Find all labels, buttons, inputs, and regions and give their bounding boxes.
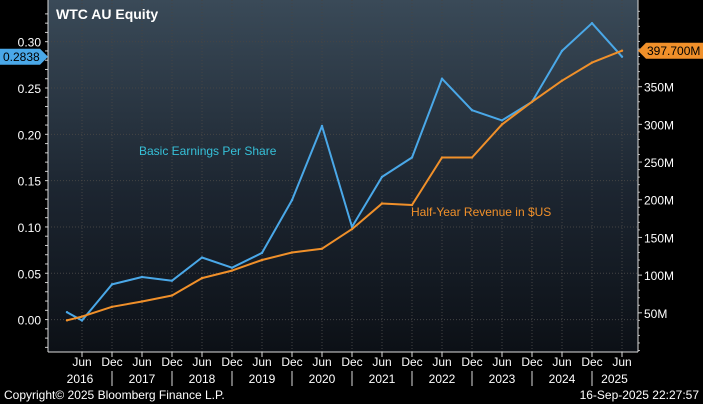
eps-last-value-badge [0, 48, 48, 65]
x-axis-tick-label: Dec [581, 355, 602, 369]
left-axis-tick-label: 0.05 [18, 267, 42, 281]
eps-data-point [110, 283, 114, 286]
x-axis-tick-label: Dec [461, 355, 482, 369]
eps-data-point [290, 198, 294, 202]
eps-last-value-label: 0.2838 [3, 50, 40, 64]
left-axis-tick-label: 0.15 [18, 175, 42, 189]
left-axis-tick-label: 0.25 [18, 82, 42, 96]
revenue-last-value-label: 397.700M [647, 44, 700, 58]
eps-data-point [500, 119, 504, 122]
revenue-data-point [200, 276, 204, 280]
revenue-data-point [230, 269, 234, 272]
x-axis-tick-label: Jun [312, 355, 331, 369]
chart: 0.30 0.25 0.20 0.15 0.10 0.05 0.00 350M 300M 250M… [0, 0, 703, 386]
eps-series-annotation: Basic Earnings Per Share [139, 144, 277, 158]
eps-data-point [200, 256, 204, 259]
revenue-data-point [530, 100, 534, 103]
left-axis-tick-label: 0.30 [18, 36, 42, 50]
x-axis-tick-label: Dec [341, 355, 362, 369]
eps-data-point [320, 124, 324, 128]
timestamp-text: 16-Sep-2025 22:27:57 [579, 388, 699, 402]
left-axis-tick-label: 0.00 [18, 314, 42, 328]
x-axis-tick-label: Jun [192, 355, 211, 369]
revenue-series-line [66, 49, 623, 322]
right-axis-tick-label: 200M [644, 194, 674, 208]
revenue-data-point [590, 61, 594, 64]
grid-lines [48, 0, 638, 352]
eps-data-point [65, 310, 69, 314]
x-axis-year-label: 2021 [369, 372, 396, 386]
revenue-data-point [470, 156, 474, 159]
x-axis-tick-label: Jun [552, 355, 571, 369]
x-axis-year-label: 2018 [189, 372, 216, 386]
eps-data-point [410, 156, 414, 159]
revenue-data-point [620, 49, 624, 52]
revenue-data-point [65, 319, 69, 322]
left-axis-tick-label: 0.10 [18, 221, 42, 235]
eps-data-point [590, 21, 594, 25]
right-axis-tick-label: 350M [644, 81, 674, 95]
x-axis-year-label: 2023 [489, 372, 516, 386]
eps-data-point [380, 175, 384, 179]
axes: 0.30 0.25 0.20 0.15 0.10 0.05 0.00 350M 300M 250M… [18, 0, 674, 386]
right-axis-tick-label: 150M [644, 231, 674, 245]
revenue-data-point [140, 300, 144, 303]
eps-data-point [260, 251, 264, 255]
revenue-data-point [410, 203, 414, 207]
x-axis-year-label: 2022 [429, 372, 456, 386]
eps-data-point [440, 77, 444, 80]
copyright-text: Copyright© 2025 Bloomberg Finance L.P. [4, 388, 225, 402]
footer: Copyright© 2025 Bloomberg Finance L.P. 1… [0, 386, 703, 404]
x-axis-tick-label: Dec [101, 355, 122, 369]
x-axis-tick-label: Dec [401, 355, 422, 369]
eps-data-point [80, 319, 84, 322]
x-axis-tick-label: Jun [432, 355, 451, 369]
x-axis-year-label: 2019 [249, 372, 276, 386]
revenue-data-point [500, 123, 504, 126]
left-axis-tick-label: 0.20 [18, 128, 42, 142]
revenue-data-point [110, 305, 114, 308]
series-layer [65, 21, 624, 322]
revenue-data-point [560, 79, 564, 82]
x-axis-tick-label: Jun [612, 355, 631, 369]
x-axis-tick-label: Dec [521, 355, 542, 369]
x-axis-year-label: 2025 [601, 372, 628, 386]
eps-data-point [560, 49, 564, 53]
revenue-data-point [80, 315, 84, 318]
right-axis-tick-label: 300M [644, 118, 674, 132]
right-axis-tick-label: 250M [644, 156, 674, 170]
revenue-data-point [320, 247, 324, 250]
revenue-series-annotation: Half-Year Revenue in $US [411, 205, 551, 219]
x-axis-year-label: 2020 [309, 372, 336, 386]
right-axis-tick-label: 100M [644, 269, 674, 283]
x-axis-tick-label: Jun [132, 355, 151, 369]
x-axis-tick-label: Jun [492, 355, 511, 369]
x-axis-year-label: 2017 [129, 372, 156, 386]
right-axis-tick-label: 50M [644, 307, 667, 321]
last-value-labels: 0.2838 397.700M [0, 42, 703, 65]
x-axis-tick-label: Jun [72, 355, 91, 369]
revenue-data-point [350, 227, 354, 231]
eps-data-point [140, 275, 144, 279]
revenue-last-value-badge [638, 42, 703, 59]
x-axis-year-label: 2016 [67, 372, 94, 386]
x-axis-year-label: 2024 [549, 372, 576, 386]
revenue-data-point [380, 202, 384, 205]
x-axis-tick-label: Jun [372, 355, 391, 369]
eps-data-point [170, 279, 174, 282]
x-axis-tick-label: Dec [161, 355, 182, 369]
revenue-data-point [170, 294, 174, 297]
revenue-data-point [260, 258, 264, 262]
x-axis-tick-label: Dec [221, 355, 242, 369]
revenue-data-point [290, 251, 294, 254]
chart-title: WTC AU Equity [56, 6, 158, 22]
revenue-data-point [440, 156, 444, 159]
eps-data-point [620, 55, 624, 58]
eps-data-point [230, 266, 234, 269]
plot-background [48, 0, 638, 352]
eps-data-point [470, 109, 474, 112]
x-axis-tick-label: Jun [252, 355, 271, 369]
x-axis-tick-label: Dec [281, 355, 302, 369]
